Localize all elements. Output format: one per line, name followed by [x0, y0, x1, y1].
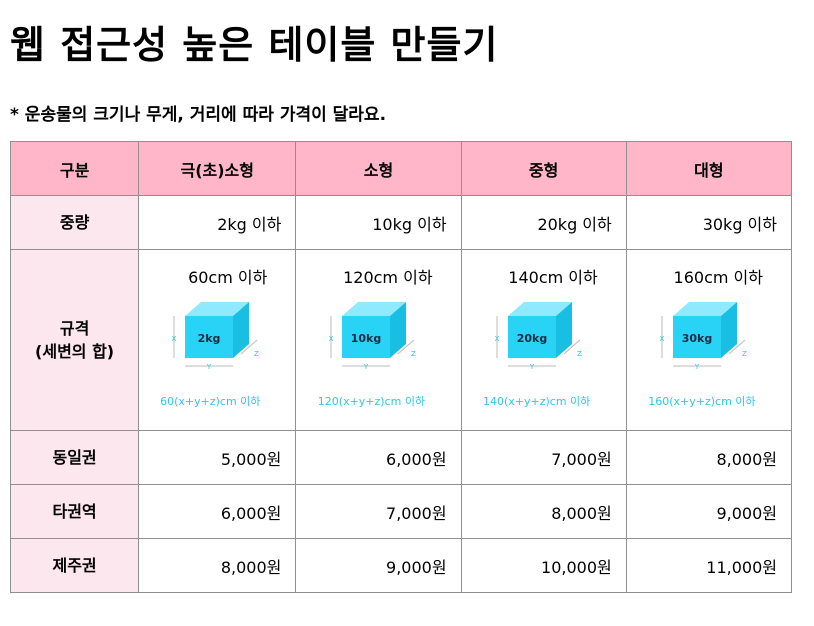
- size-limit: 120cm 이하: [343, 268, 433, 287]
- size-formula: 60(x+y+z)cm 이하: [160, 395, 261, 408]
- weight-cell: 2kg 이하: [138, 195, 297, 250]
- header-small: 소형: [295, 141, 462, 196]
- axis-z-label: Z: [411, 350, 416, 358]
- size-row-header: 규격 (세변의 합): [9, 249, 140, 431]
- box-weight-label: 30kg: [682, 332, 713, 345]
- axis-z-label: Z: [577, 350, 582, 358]
- header-extra-small: 극(초)소형: [138, 141, 297, 196]
- weight-cell: 30kg 이하: [625, 195, 793, 250]
- axis-y-label: Y: [363, 363, 369, 371]
- axis-x-label: X: [329, 335, 334, 343]
- size-limit: 160cm 이하: [673, 268, 763, 287]
- price-cell: 7,000원: [295, 484, 462, 539]
- size-formula: 120(x+y+z)cm 이하: [317, 395, 426, 408]
- price-cell: 6,000원: [295, 430, 462, 485]
- price-cell: 10,000원: [460, 538, 627, 593]
- region-header: 제주권: [9, 538, 140, 593]
- header-medium: 중형: [460, 141, 627, 196]
- size-label-line2: (세변의 합): [35, 342, 115, 361]
- axis-z-label: Z: [254, 350, 259, 358]
- page-title: 웹 접근성 높은 테이블 만들기: [10, 23, 499, 67]
- price-cell: 6,000원: [138, 484, 297, 539]
- weight-cell: 20kg 이하: [460, 195, 627, 250]
- box-weight-label: 10kg: [351, 332, 382, 345]
- shipping-rate-table: 구분 극(초)소형 소형 중형 대형 중량 2kg 이하 10kg 이하 20k…: [9, 141, 793, 593]
- size-cell: 140cm 이하 20kg X Y Z 140(x+y+z)cm 이하: [460, 249, 627, 431]
- size-row: 규격 (세변의 합) 60cm 이하 2kg X Y Z 60(x+y+z): [9, 249, 793, 431]
- size-label-line1: 규격: [59, 318, 90, 338]
- price-row-other-zone: 타권역 6,000원 7,000원 8,000원 9,000원: [9, 484, 793, 539]
- table-header-row: 구분 극(초)소형 소형 중형 대형: [9, 141, 793, 196]
- size-cell: 120cm 이하 10kg X Y Z 120(x+y+z)cm 이하: [295, 249, 462, 431]
- size-cell: 160cm 이하 30kg X Y Z 160(x+y+z)cm 이하: [625, 249, 793, 431]
- axis-z-label: Z: [742, 350, 747, 358]
- price-row-jeju: 제주권 8,000원 9,000원 10,000원 11,000원: [9, 538, 793, 593]
- size-formula: 160(x+y+z)cm 이하: [648, 395, 756, 408]
- price-cell: 9,000원: [625, 484, 793, 539]
- axis-y-label: Y: [206, 363, 212, 371]
- header-large: 대형: [625, 141, 793, 196]
- box-icon: 10kg X Y Z: [329, 302, 416, 371]
- header-category: 구분: [9, 141, 140, 196]
- box-weight-label: 20kg: [516, 332, 547, 345]
- price-cell: 11,000원: [625, 538, 793, 593]
- price-cell: 8,000원: [138, 538, 297, 593]
- weight-row: 중량 2kg 이하 10kg 이하 20kg 이하 30kg 이하: [9, 195, 793, 250]
- weight-row-header: 중량: [9, 195, 140, 250]
- axis-y-label: Y: [528, 363, 534, 371]
- box-icon: 2kg X Y Z: [172, 302, 259, 371]
- price-cell: 9,000원: [295, 538, 462, 593]
- price-cell: 5,000원: [138, 430, 297, 485]
- axis-x-label: X: [659, 335, 664, 343]
- weight-cell: 10kg 이하: [295, 195, 462, 250]
- region-header: 타권역: [9, 484, 140, 539]
- price-cell: 8,000원: [625, 430, 793, 485]
- axis-y-label: Y: [694, 363, 700, 371]
- axis-x-label: X: [494, 335, 499, 343]
- price-row-same-zone: 동일권 5,000원 6,000원 7,000원 8,000원: [9, 430, 793, 485]
- price-cell: 7,000원: [460, 430, 627, 485]
- size-formula: 140(x+y+z)cm 이하: [482, 395, 591, 408]
- box-weight-label: 2kg: [198, 332, 221, 345]
- box-icon: 20kg X Y Z: [494, 302, 582, 371]
- axis-x-label: X: [172, 335, 177, 343]
- shipping-note: * 운송물의 크기나 무게, 거리에 따라 가격이 달라요.: [10, 105, 387, 125]
- price-cell: 8,000원: [460, 484, 627, 539]
- size-cell: 60cm 이하 2kg X Y Z 60(x+y+z)cm 이하: [138, 249, 297, 431]
- size-limit: 60cm 이하: [188, 268, 268, 287]
- size-limit: 140cm 이하: [508, 268, 598, 287]
- box-icon: 30kg X Y Z: [659, 302, 747, 371]
- region-header: 동일권: [9, 430, 140, 485]
